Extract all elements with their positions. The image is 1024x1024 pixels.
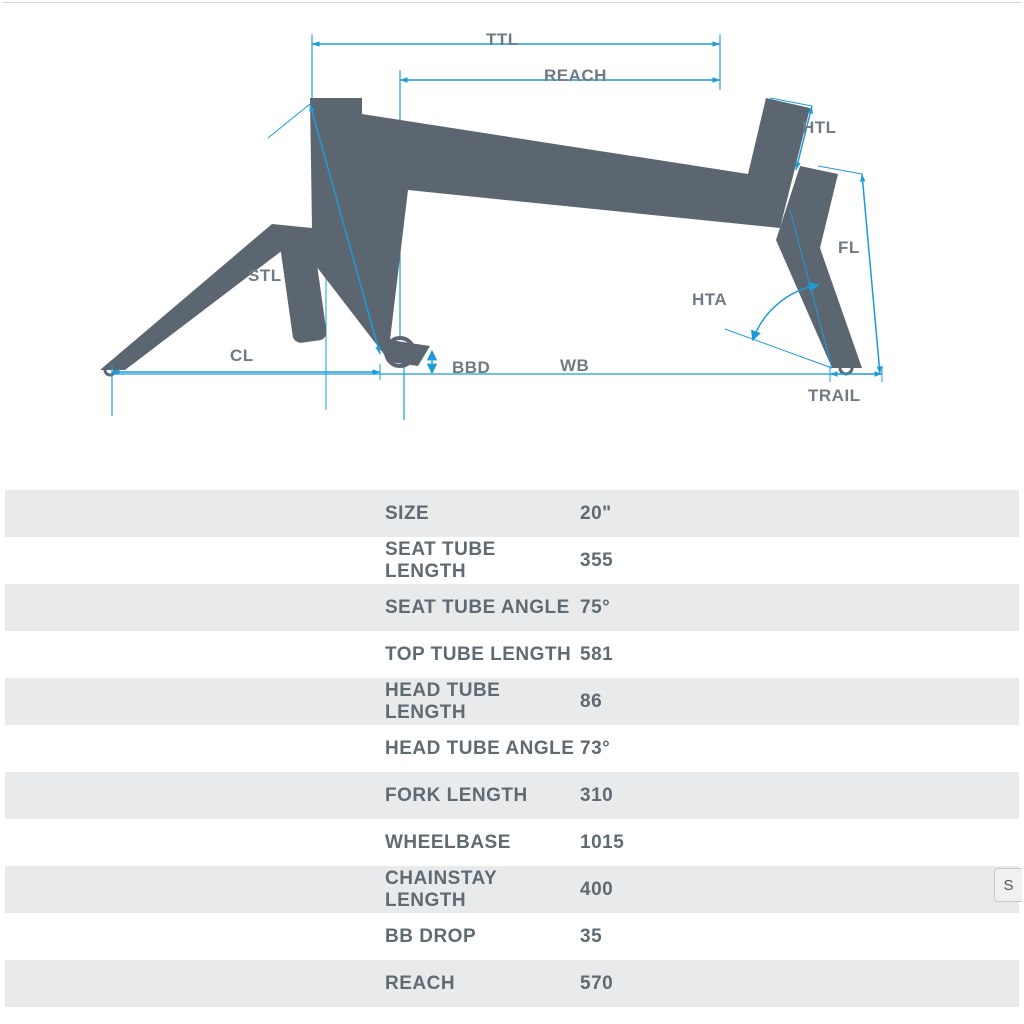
dim-label-fl: FL bbox=[838, 238, 860, 258]
spec-label: SEAT TUBE ANGLE bbox=[385, 597, 580, 619]
spec-value: 20" bbox=[580, 503, 612, 525]
table-row: FORK LENGTH310 bbox=[5, 772, 1019, 819]
spec-label: REACH bbox=[385, 973, 580, 995]
spec-label: SEAT TUBE LENGTH bbox=[385, 539, 580, 583]
spec-label: FORK LENGTH bbox=[385, 785, 580, 807]
dim-label-reach: REACH bbox=[544, 66, 607, 86]
table-row: CHAINSTAY LENGTH400 bbox=[5, 866, 1019, 913]
table-row: SEAT TUBE ANGLE75° bbox=[5, 584, 1019, 631]
table-row: REACH570 bbox=[5, 960, 1019, 1007]
spec-label: HEAD TUBE ANGLE bbox=[385, 738, 580, 760]
dim-label-wb: WB bbox=[560, 356, 589, 376]
dim-label-htl: HTL bbox=[802, 118, 837, 138]
dim-label-ttl: TTL bbox=[486, 30, 519, 50]
spec-value: 35 bbox=[580, 926, 602, 948]
spec-value: 400 bbox=[580, 879, 613, 901]
spec-value: 1015 bbox=[580, 832, 624, 854]
top-divider bbox=[2, 2, 1022, 3]
side-tab-button[interactable]: S bbox=[994, 868, 1022, 902]
spec-label: HEAD TUBE LENGTH bbox=[385, 680, 580, 724]
spec-value: 570 bbox=[580, 973, 613, 995]
dim-label-cl: CL bbox=[230, 346, 254, 366]
dim-label-hta: HTA bbox=[692, 290, 727, 310]
table-row: SIZE20" bbox=[5, 490, 1019, 537]
spec-label: SIZE bbox=[385, 503, 580, 525]
spec-value: 581 bbox=[580, 644, 613, 666]
table-row: TOP TUBE LENGTH581 bbox=[5, 631, 1019, 678]
table-row: HEAD TUBE LENGTH86 bbox=[5, 678, 1019, 725]
spec-value: 73° bbox=[580, 738, 610, 760]
dim-label-trail: TRAIL bbox=[808, 386, 861, 406]
table-row: HEAD TUBE ANGLE73° bbox=[5, 725, 1019, 772]
geometry-table: SIZE20"SEAT TUBE LENGTH355SEAT TUBE ANGL… bbox=[5, 490, 1019, 1007]
spec-value: 310 bbox=[580, 785, 613, 807]
table-row: WHEELBASE1015 bbox=[5, 819, 1019, 866]
table-row: SEAT TUBE LENGTH355 bbox=[5, 537, 1019, 584]
geometry-diagram: TTL REACH HTL FL STL CL WB BBD HTA TRAIL bbox=[0, 10, 1024, 440]
spec-value: 86 bbox=[580, 691, 602, 713]
spec-label: BB DROP bbox=[385, 926, 580, 948]
dim-label-stl: STL bbox=[248, 266, 282, 286]
spec-value: 75° bbox=[580, 597, 610, 619]
spec-label: WHEELBASE bbox=[385, 832, 580, 854]
table-row: BB DROP35 bbox=[5, 913, 1019, 960]
dim-label-bbd: BBD bbox=[452, 358, 490, 378]
spec-label: CHAINSTAY LENGTH bbox=[385, 868, 580, 912]
spec-label: TOP TUBE LENGTH bbox=[385, 644, 580, 666]
spec-value: 355 bbox=[580, 550, 613, 572]
side-tab-label: S bbox=[1003, 877, 1013, 894]
